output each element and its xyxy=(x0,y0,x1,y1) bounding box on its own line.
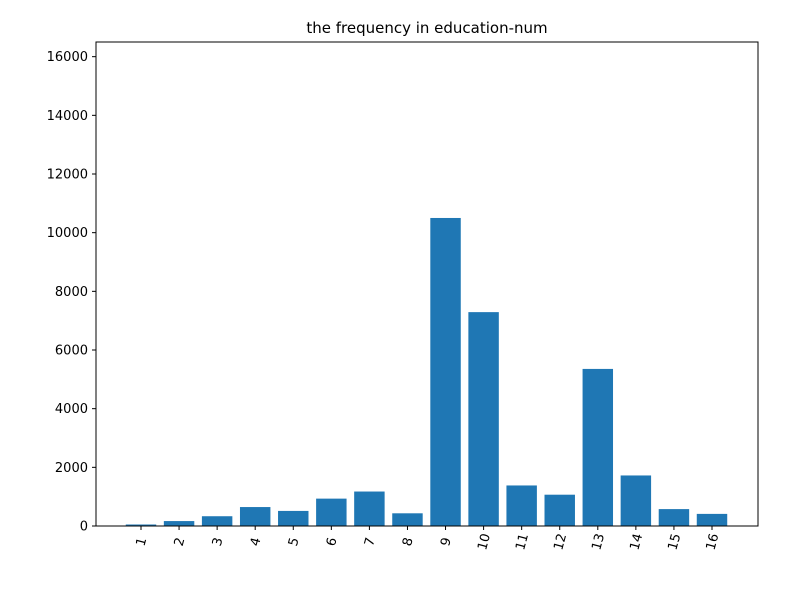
y-tick-label: 2000 xyxy=(55,461,88,476)
bar-6 xyxy=(316,498,347,526)
x-tick-label-2: 2 xyxy=(172,536,189,548)
bar-15 xyxy=(658,509,690,526)
bar-4 xyxy=(239,507,271,526)
bars-group xyxy=(125,217,728,526)
x-tick-label-15: 15 xyxy=(666,532,685,552)
bar-13 xyxy=(582,368,614,526)
bar-2 xyxy=(163,521,195,526)
x-tick-label-11: 11 xyxy=(513,532,532,552)
y-tick-label: 4000 xyxy=(55,402,88,417)
x-axis: 1 2 3 4 5 6 7 8 9 10 11 12 13 14 15 16 xyxy=(134,526,723,552)
x-tick-label-14: 14 xyxy=(627,532,646,552)
x-tick-label-1: 1 xyxy=(134,536,151,548)
bar-1 xyxy=(125,524,157,526)
x-tick-label-12: 12 xyxy=(551,532,570,552)
x-tick-label-13: 13 xyxy=(589,532,608,552)
y-tick-label: 0 xyxy=(80,520,88,535)
y-tick-label: 8000 xyxy=(55,285,88,300)
x-tick-label-8: 8 xyxy=(400,536,417,548)
bar-7 xyxy=(354,491,385,526)
bar-16 xyxy=(696,513,728,526)
bar-11 xyxy=(506,485,537,526)
chart-title: the frequency in education-num xyxy=(306,19,547,37)
y-tick-label: 16000 xyxy=(47,50,88,65)
x-tick-label-4: 4 xyxy=(248,536,265,548)
y-axis: 0 2000 4000 6000 8000 10000 12000 14000 16000 xyxy=(47,50,96,535)
x-tick-label-6: 6 xyxy=(324,536,341,548)
plot-frame xyxy=(95,41,759,527)
bar-9 xyxy=(430,217,461,526)
x-tick-label-7: 7 xyxy=(362,536,379,548)
bar-5 xyxy=(278,510,309,526)
x-tick-label-16: 16 xyxy=(704,532,723,552)
bar-12 xyxy=(544,494,575,526)
x-tick-label-9: 9 xyxy=(438,536,455,548)
bar-14 xyxy=(620,475,652,526)
x-tick-label-5: 5 xyxy=(286,536,303,548)
x-tick-label-3: 3 xyxy=(210,536,227,548)
y-tick-label: 6000 xyxy=(55,344,88,359)
y-tick-label: 14000 xyxy=(47,109,88,124)
y-tick-label: 10000 xyxy=(47,226,88,241)
y-tick-label: 12000 xyxy=(47,168,88,183)
x-tick-label-10: 10 xyxy=(475,532,494,552)
bar-3 xyxy=(201,516,233,526)
bar-10 xyxy=(468,312,499,526)
bar-8 xyxy=(392,513,423,526)
